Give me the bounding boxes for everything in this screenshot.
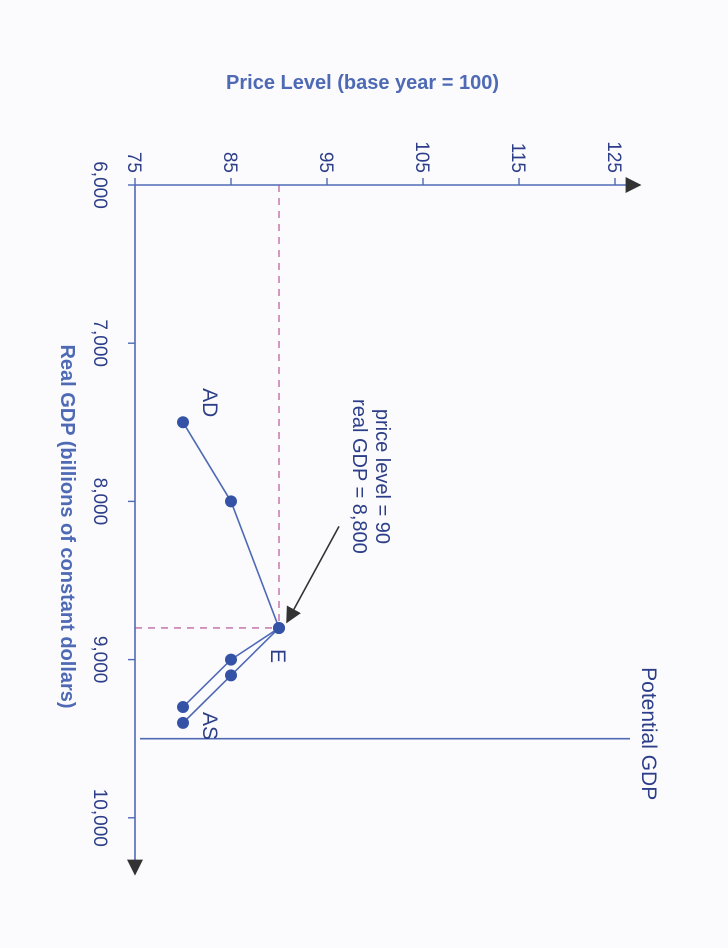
x-tick-label-1: 7,000 xyxy=(89,319,110,367)
ticks: 6,000 7,000 8,000 9,000 10,000 75 85 95 105 115 12… xyxy=(89,141,624,847)
annotation-arrow xyxy=(286,526,340,624)
potential-gdp-label: Potential GDP xyxy=(637,667,660,800)
y-tick-label-5: 125 xyxy=(603,141,624,173)
y-tick-label-1: 85 xyxy=(219,152,240,173)
point-ad-3 xyxy=(225,669,237,682)
x-tick-label-0: 6,000 xyxy=(89,161,110,209)
series-label-ad: AD xyxy=(198,388,221,417)
plot-area: 6,000 7,000 8,000 9,000 10,000 75 85 95 105 115 12… xyxy=(56,72,660,876)
x-tick-label-4: 10,000 xyxy=(89,789,110,847)
y-tick-label-0: 75 xyxy=(123,152,144,173)
annotation-line-2: real GDP = 8,800 xyxy=(348,399,370,554)
x-tick-label-2: 8,000 xyxy=(89,478,110,526)
point-as-2 xyxy=(177,701,189,714)
y-tick-label-2: 95 xyxy=(315,152,336,173)
axes xyxy=(127,177,642,876)
point-as-1 xyxy=(225,653,237,666)
equilibrium-guides xyxy=(135,185,280,629)
y-axis-title: Price Level (base year = 100) xyxy=(226,72,499,94)
series-points xyxy=(177,416,285,729)
chart-labels: Real GDP (billions of constant dollars) P… xyxy=(56,72,660,800)
equilibrium-label: E xyxy=(266,649,289,663)
point-ad-0 xyxy=(177,416,189,429)
point-ad-4 xyxy=(177,716,189,729)
point-as-0 xyxy=(273,621,285,634)
x-axis-title: Real GDP (billions of constant dollars) xyxy=(56,344,78,708)
y-tick-label-3: 105 xyxy=(411,141,432,173)
x-tick-label-3: 9,000 xyxy=(89,636,110,684)
point-ad-1 xyxy=(225,495,237,508)
series-label-as: AS xyxy=(198,712,221,740)
series-line-as xyxy=(182,627,280,708)
annotation-line-1: price level = 90 xyxy=(371,409,393,544)
y-tick-label-4: 115 xyxy=(507,143,528,173)
